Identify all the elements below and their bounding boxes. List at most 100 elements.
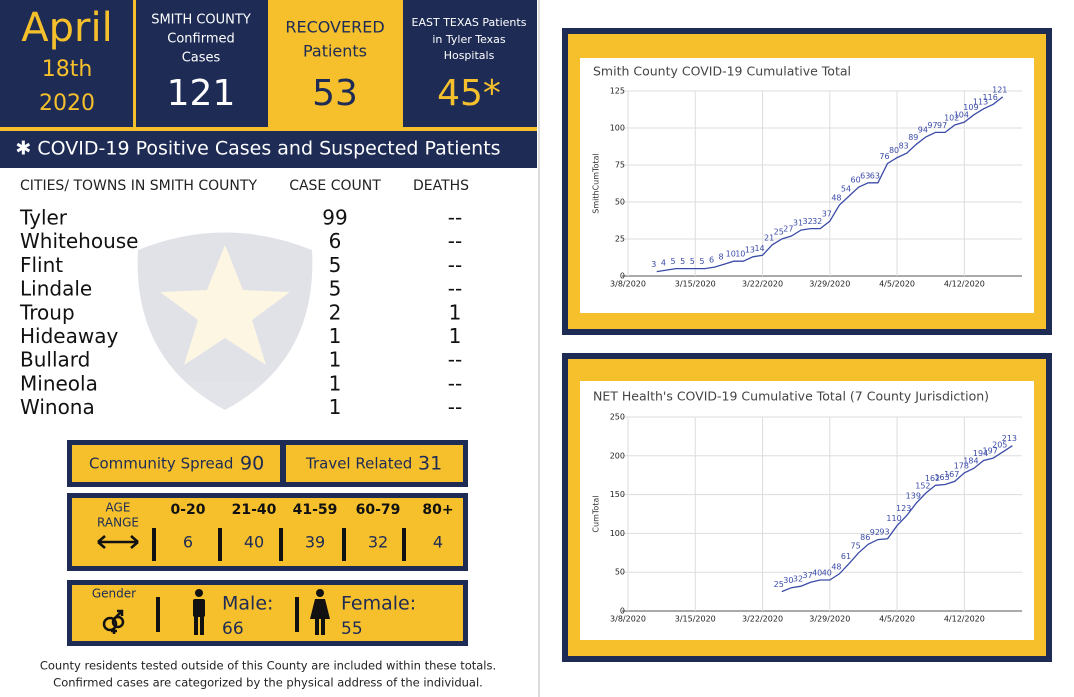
data-label: 63 [870,171,880,180]
deaths: 1 [449,324,462,348]
banner: ✱ COVID-19 Positive Cases and Suspected … [15,138,500,160]
charts: Smith County COVID-19 Cumulative Total Sm… [592,64,1022,624]
age-group: 60-79 [356,502,401,518]
date-year: 2020 [39,91,95,116]
box-value: 53 [312,73,358,114]
city-name: Winona [20,395,95,419]
data-label: 5 [680,257,685,266]
x-tick-label: 4/5/2020 [879,615,915,624]
data-label: 116 [983,93,998,102]
y-axis-label: CumTotal [592,495,601,532]
data-label: 92 [870,528,880,537]
data-label: 110 [886,514,901,523]
age-value: 6 [183,533,193,552]
deaths: 1 [449,300,462,324]
box-label: Patients [303,42,367,61]
data-label: 102 [944,114,959,123]
data-label: 6 [709,256,714,265]
footer-note: Confirmed cases are categorized by the p… [53,676,483,690]
box-label: RECOVERED [285,18,384,37]
data-label: 27 [783,225,793,234]
chart-title: NET Health's COVID-19 Cumulative Total (… [593,389,989,404]
chart-title: Smith County COVID-19 Cumulative Total [593,64,851,79]
city-name: Hideaway [20,324,118,348]
separator [152,528,156,561]
data-label: 54 [841,185,851,194]
box-value: 121 [167,73,236,114]
data-label: 32 [812,217,822,226]
watermark [137,232,313,410]
age-group: 80+ [422,502,453,518]
data-label: 152 [915,482,930,491]
column-header: CASE COUNT [289,178,381,194]
data-label: 4 [661,259,666,268]
age-bg [72,498,463,566]
deaths: -- [448,229,462,253]
female-value: 55 [341,619,363,639]
data-label: 25 [774,580,784,589]
data-label: 121 [992,85,1007,94]
data-label: 167 [944,470,959,479]
data-label: 94 [918,125,928,134]
box-value: 45* [437,73,501,114]
column-header: DEATHS [413,178,469,194]
data-label: 37 [822,210,832,219]
age-label: RANGE [97,516,139,530]
chart-area [580,58,1034,313]
spread-value: 90 [240,453,264,475]
data-label: 48 [831,193,841,202]
data-label: 197 [983,447,998,456]
x-tick-label: 4/12/2020 [944,615,985,624]
gender-bg [72,585,463,641]
data-label: 104 [954,111,969,120]
date-day: 18th [42,57,93,82]
spread-cell [286,445,463,482]
case-count: 1 [329,324,342,348]
footer-note: County residents tested outside of this … [40,659,496,673]
y-tick-label: 200 [610,451,625,460]
spread-label: Travel Related [305,455,412,473]
y-tick-label: 0 [620,272,625,281]
x-tick-label: 3/8/2020 [610,615,646,624]
separator [295,597,299,632]
range-arrow [97,535,139,549]
y-axis-label: SmithCumTotal [592,153,601,213]
data-label: 61 [841,552,851,561]
data-label: 3 [651,260,656,269]
data-label: 184 [963,457,978,466]
case-count: 1 [329,371,342,395]
deaths: -- [448,348,462,372]
city-name: Bullard [20,348,90,372]
data-label: 75 [851,541,861,550]
data-label: 205 [992,440,1007,449]
city-name: Lindale [20,277,92,301]
data-label: 86 [860,533,870,542]
divider [0,127,537,131]
spread-cell [72,445,280,482]
box-label: in Tyler Texas [432,33,506,46]
x-tick-label: 3/29/2020 [809,280,850,289]
data-label: 113 [973,97,988,106]
column-header: CITIES/ TOWNS IN SMITH COUNTY [20,178,257,194]
age-value: 32 [368,533,388,552]
data-label: 31 [793,219,803,228]
line [656,96,1004,273]
data-label: 5 [671,257,676,266]
x-tick-label: 4/5/2020 [879,280,915,289]
data-label: 40 [822,568,832,577]
age-value: 40 [244,533,264,552]
divider [133,0,136,127]
deaths: -- [448,206,462,230]
y-tick-label: 50 [615,568,625,577]
city-name: Mineola [20,371,98,395]
data-label: 13 [745,245,755,254]
data-label: 89 [908,133,918,142]
deaths: -- [448,253,462,277]
female-label: Female: [341,593,416,615]
gender-icon [102,609,125,634]
line [781,445,1013,593]
x-tick-label: 3/15/2020 [675,615,716,624]
y-tick-label: 250 [610,413,625,422]
data-label: 14 [754,244,764,253]
age-label: AGE [106,501,131,515]
